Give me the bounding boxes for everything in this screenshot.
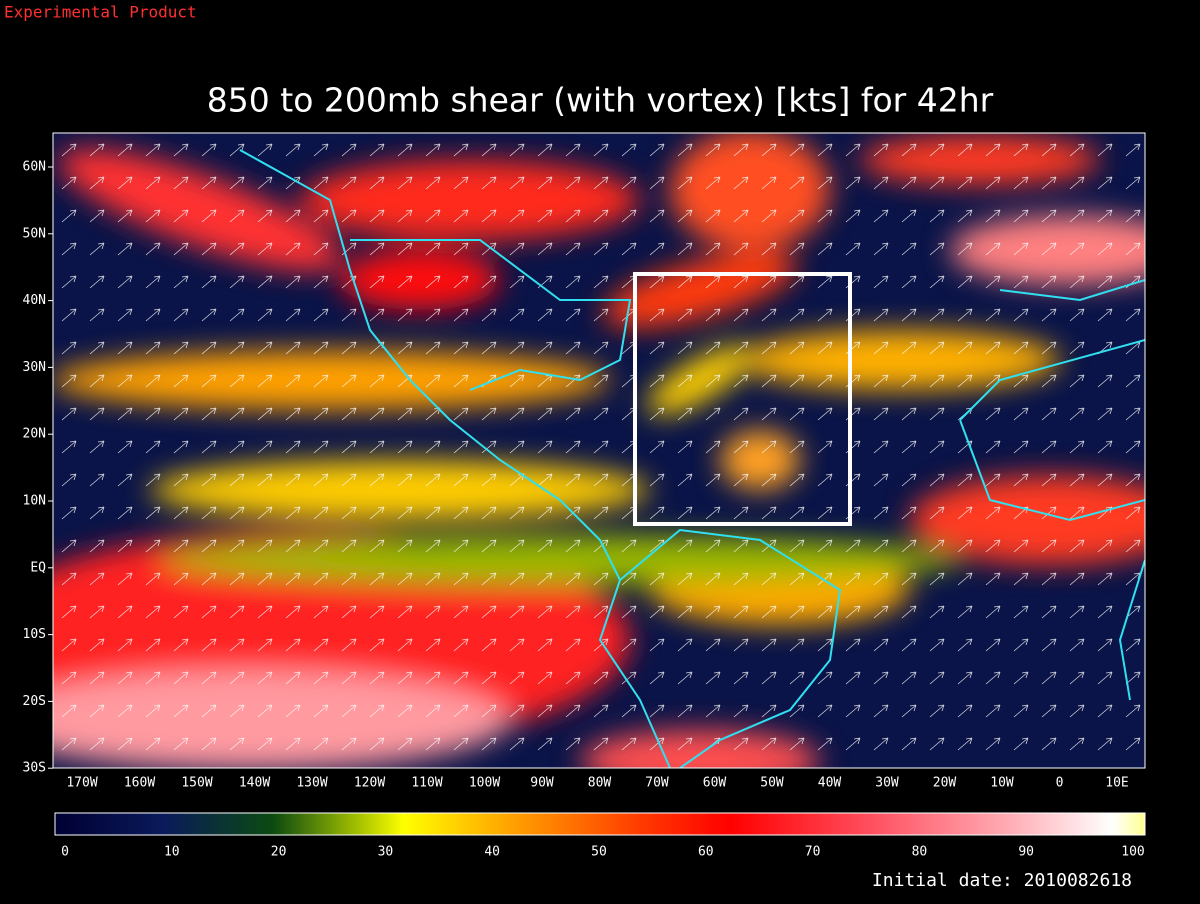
- lon-label: 40W: [818, 776, 842, 791]
- lon-label: 140W: [239, 776, 270, 791]
- lat-label: 20N: [23, 427, 46, 442]
- lon-label: 160W: [124, 776, 155, 791]
- lon-label: 50W: [760, 776, 784, 791]
- lat-labels: 60N 50N 40N 30N 20N 10N EQ 10S 20S 30S: [23, 160, 53, 776]
- lon-label: 170W: [66, 776, 97, 791]
- lon-label: 10W: [990, 776, 1014, 791]
- lat-label: EQ: [30, 560, 46, 575]
- colorbar-label: 10: [164, 845, 180, 860]
- lon-labels: 170W 160W 150W 140W 130W 120W 110W 100W 90W 80W 70…: [66, 776, 1128, 791]
- lon-label: 120W: [354, 776, 385, 791]
- lon-label: 150W: [181, 776, 212, 791]
- product-label: Experimental Product: [4, 3, 197, 22]
- lat-label: 30N: [23, 360, 46, 375]
- colorbar-label: 60: [698, 845, 714, 860]
- colorbar-label: 100: [1121, 845, 1144, 860]
- colorbar: [54, 812, 1146, 836]
- colorbar-label: 50: [591, 845, 607, 860]
- lat-label: 60N: [23, 160, 46, 175]
- lon-label: 30W: [875, 776, 899, 791]
- map-frame: [52, 132, 1146, 769]
- lat-label: 10S: [23, 627, 46, 642]
- colorbar-label: 80: [912, 845, 928, 860]
- lon-label: 10E: [1105, 776, 1128, 791]
- lat-label: 20S: [23, 694, 46, 709]
- lat-label: 10N: [23, 494, 46, 509]
- lon-label: 100W: [469, 776, 500, 791]
- lat-label: 30S: [23, 761, 46, 776]
- lon-label: 0: [1056, 776, 1064, 791]
- colorbar-label: 30: [378, 845, 394, 860]
- map-field: [53, 133, 1145, 768]
- colorbar-label: 90: [1018, 845, 1034, 860]
- colorbar-labels: 0 10 20 30 40 50 60 70 80 90 100: [61, 845, 1145, 860]
- lon-label: 60W: [703, 776, 727, 791]
- lon-label: 20W: [933, 776, 957, 791]
- title: 850 to 200mb shear (with vortex) [kts] f…: [207, 81, 994, 120]
- colorbar-label: 40: [484, 845, 500, 860]
- lon-label: 80W: [588, 776, 612, 791]
- lon-label: 70W: [645, 776, 669, 791]
- colorbar-label: 0: [61, 845, 69, 860]
- colorbar-label: 70: [805, 845, 821, 860]
- lat-label: 50N: [23, 226, 46, 241]
- initial-date: Initial date: 2010082618: [872, 870, 1132, 891]
- lon-label: 110W: [411, 776, 442, 791]
- lat-label: 40N: [23, 293, 46, 308]
- lon-label: 90W: [530, 776, 554, 791]
- lon-label: 130W: [296, 776, 327, 791]
- colorbar-label: 20: [271, 845, 287, 860]
